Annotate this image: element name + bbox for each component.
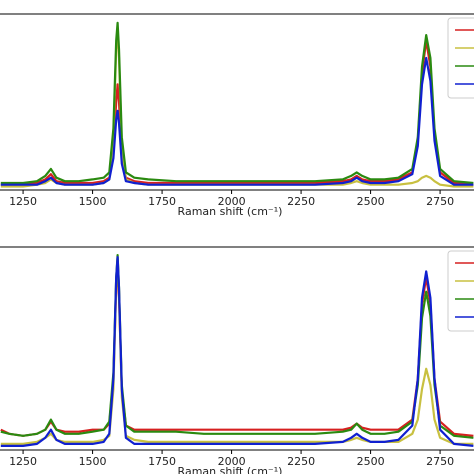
x-tick-label: 2000 (218, 195, 246, 208)
x-tick-label: 2750 (426, 455, 454, 468)
x-tick-label: 1500 (79, 455, 107, 468)
x-axis-label: Raman shift (cm⁻¹) (178, 205, 283, 218)
x-tick-label: 2250 (287, 195, 315, 208)
x-tick-label: 2750 (426, 195, 454, 208)
x-tick-label: 1750 (148, 455, 176, 468)
spectrum-line (0, 260, 474, 445)
x-tick-label: 2000 (218, 455, 246, 468)
spectrum-line (0, 21, 474, 185)
spectrum-line (0, 39, 474, 186)
x-tick-label: 1250 (9, 195, 37, 208)
spectrum-line (0, 256, 474, 447)
spectrum-line (0, 30, 474, 188)
x-tick-label: 2500 (357, 195, 385, 208)
x-axis-label: Raman shift (cm⁻¹) (178, 465, 283, 474)
legend-box (447, 17, 474, 99)
spectrum-line (0, 254, 474, 439)
x-tick-label: 2500 (357, 455, 385, 468)
x-tick-label: 1250 (9, 455, 37, 468)
x-tick-label: 1750 (148, 195, 176, 208)
x-tick-label: 2250 (287, 455, 315, 468)
x-tick-label: 1500 (79, 195, 107, 208)
spectrum-line (0, 56, 474, 186)
spectrum-line (0, 266, 474, 437)
legend-box (447, 250, 474, 332)
